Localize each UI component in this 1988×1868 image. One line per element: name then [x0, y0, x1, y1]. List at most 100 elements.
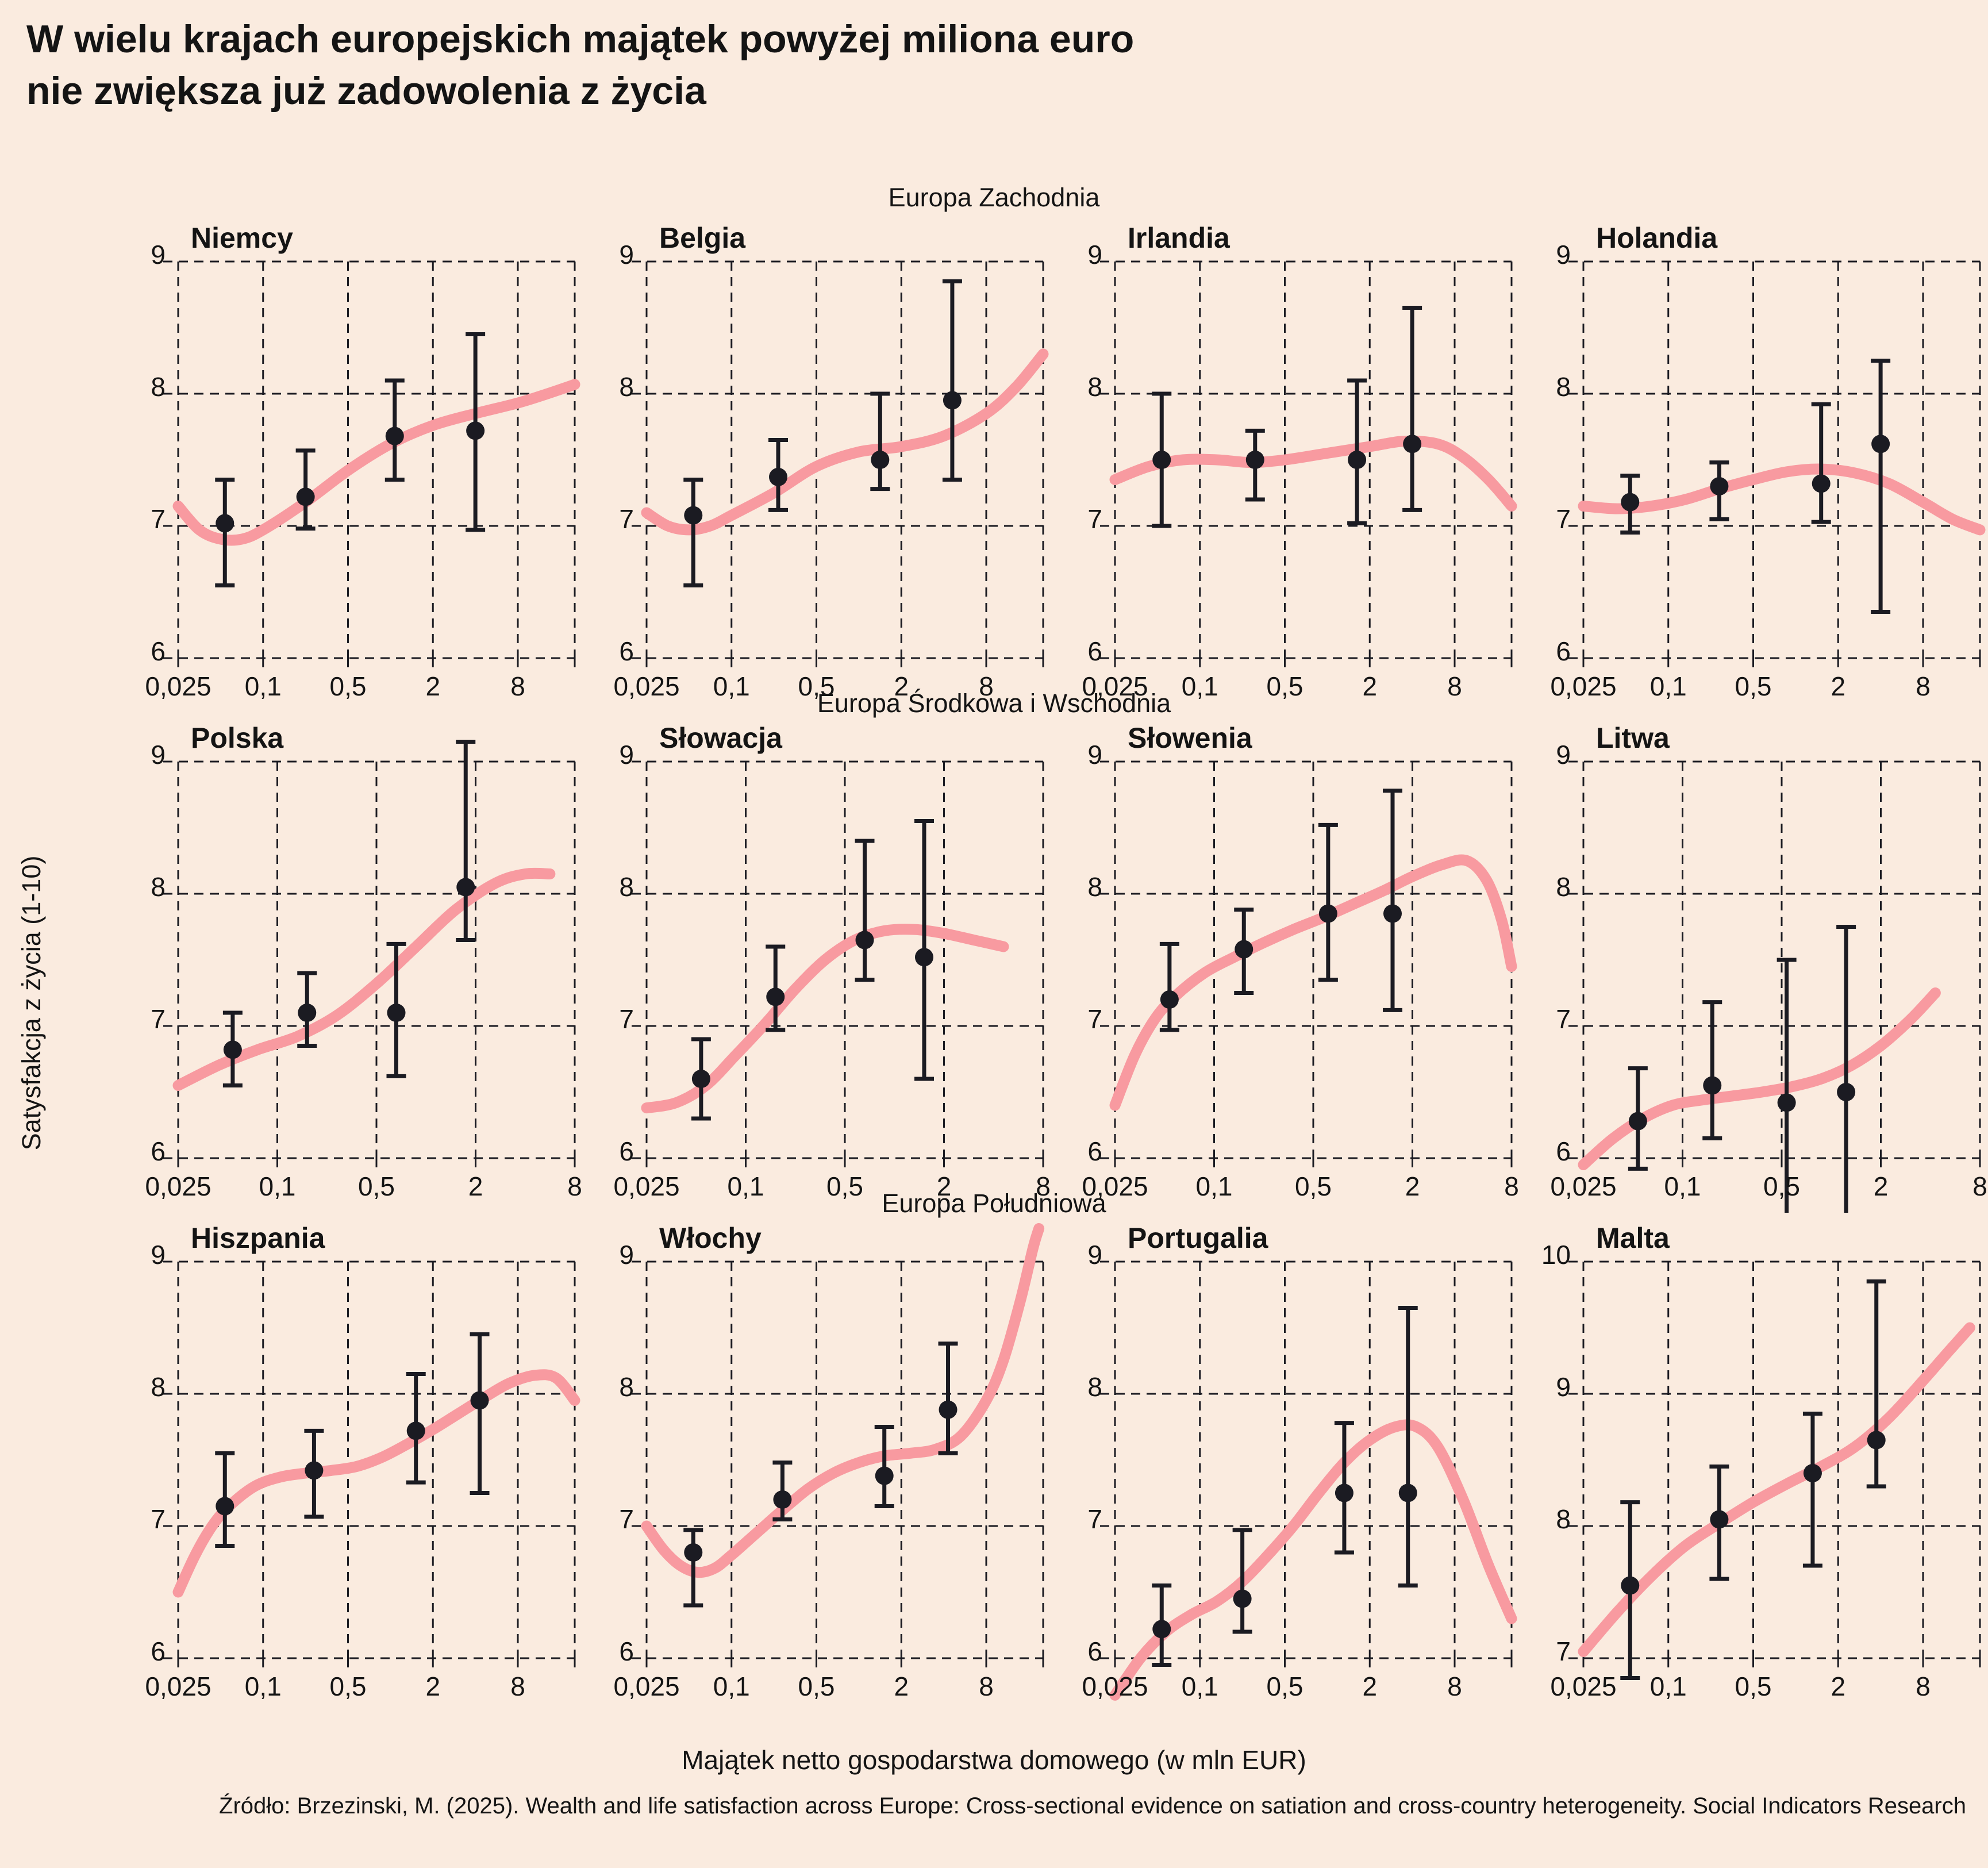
y-tick-labels: 9 8 7 6	[151, 1240, 166, 1666]
trend-curve-group	[1109, 436, 1517, 512]
svg-text:9: 9	[1087, 240, 1102, 270]
svg-text:2: 2	[425, 671, 440, 701]
trend-curve	[641, 1223, 1045, 1578]
panel-title: Belgia	[659, 222, 746, 254]
svg-text:0,5: 0,5	[330, 1671, 367, 1701]
panel-row-southern-europe: 9 8 7 6 0,025 0,1 0,5 2 8 Hiszpania 9 8 7 6 0,025 0,1 0,…	[115, 1221, 1988, 1713]
trend-curve	[172, 1369, 580, 1598]
svg-text:2: 2	[1831, 671, 1845, 701]
panel-row-central-eastern-europe: 9 8 7 6 0,025 0,1 0,5 2 8 Polska 9 8 7 6 0,025 0,1 0,5 2 8…	[115, 721, 1988, 1213]
svg-text:2: 2	[1362, 1671, 1377, 1701]
data-point	[1398, 1483, 1417, 1502]
svg-text:8: 8	[151, 372, 166, 402]
error-bar	[1318, 822, 1338, 982]
x-axis-label: Majątek netto gospodarstwa domowego (w m…	[682, 1745, 1306, 1775]
svg-text:0,025: 0,025	[1082, 671, 1148, 701]
error-bar	[1402, 306, 1422, 512]
x-tick-labels: 0,025 0,1 0,5 2 8	[613, 1171, 1050, 1201]
data-point	[466, 421, 485, 440]
data-point	[939, 1400, 958, 1419]
svg-text:6: 6	[1087, 1636, 1102, 1666]
data-point	[855, 931, 874, 950]
svg-text:9: 9	[151, 1240, 166, 1270]
panel-title: Hiszpania	[191, 1222, 326, 1254]
error-bar	[1866, 1279, 1886, 1489]
panel-slowacja: 9 8 7 6 0,025 0,1 0,5 2 8 Słowacja	[583, 721, 1052, 1213]
svg-text:7: 7	[151, 504, 166, 534]
chart-polska: 9 8 7 6 0,025 0,1 0,5 2 8 Polska	[145, 722, 582, 1201]
data-point	[1628, 1112, 1647, 1131]
error-bar	[942, 279, 962, 482]
data-point	[1348, 451, 1367, 469]
data-point	[871, 451, 890, 469]
trend-curve-group	[1578, 1322, 1975, 1657]
chart-irlandia: 9 8 7 6 0,025 0,1 0,5 2 8 Irlandia	[1082, 222, 1517, 701]
x-tick-labels: 0,025 0,1 0,5 2 8	[145, 671, 525, 701]
panel-niemcy: 9 8 7 6 0,025 0,1 0,5 2 8 Niemcy	[115, 221, 583, 713]
panel-malta: 10 9 8 7 0,025 0,1 0,5 2 8 Malta	[1520, 1221, 1988, 1713]
svg-text:8: 8	[1087, 872, 1102, 902]
page-title: W wielu krajach europejskich majątek pow…	[26, 14, 1134, 117]
svg-text:0,1: 0,1	[245, 671, 282, 701]
svg-text:8: 8	[1036, 1171, 1051, 1201]
data-point	[1621, 1576, 1640, 1595]
svg-text:2: 2	[894, 1671, 909, 1701]
x-tick-labels: 0,025 0,1 0,5 2 8	[613, 671, 993, 701]
y-tick-labels: 9 8 7 6	[1087, 1240, 1102, 1666]
data-points-group	[691, 819, 934, 1121]
x-tick-labels: 0,025 0,1 0,5 2 8	[1082, 1671, 1462, 1701]
svg-text:8: 8	[619, 872, 634, 902]
svg-text:7: 7	[1556, 1636, 1571, 1666]
data-points-group	[1152, 306, 1422, 528]
svg-text:9: 9	[1556, 740, 1571, 770]
data-point	[773, 1490, 792, 1509]
data-points-group	[1620, 1279, 1886, 1680]
svg-text:6: 6	[619, 636, 634, 666]
x-tick-labels: 0,025 0,1 0,5 2 8	[613, 1671, 993, 1701]
svg-text:0,025: 0,025	[145, 671, 211, 701]
data-points-group	[222, 740, 476, 1087]
data-point	[684, 1543, 703, 1562]
svg-text:8: 8	[1556, 1504, 1571, 1534]
data-point	[1777, 1093, 1796, 1112]
panel-title: Litwa	[1596, 722, 1670, 754]
data-point	[1812, 474, 1831, 493]
data-points-group	[1159, 789, 1402, 1032]
chart-holandia: 9 8 7 6 0,025 0,1 0,5 2 8 Holandia	[1550, 222, 1986, 701]
panel-portugalia: 9 8 7 6 0,025 0,1 0,5 2 8 Portugalia	[1052, 1221, 1520, 1713]
x-axis-ticks	[645, 1658, 1044, 1667]
data-point	[456, 878, 475, 897]
data-point	[387, 1004, 406, 1022]
data-point	[1160, 990, 1179, 1009]
svg-text:7: 7	[151, 1004, 166, 1034]
svg-text:7: 7	[619, 1004, 634, 1034]
section-header-central-eastern-europe: Europa Środkowa i Wschodnia	[817, 689, 1171, 718]
data-point	[1621, 493, 1640, 512]
trend-curve-group	[172, 867, 556, 1091]
data-point	[470, 1391, 489, 1410]
trend-curve-group	[1109, 1419, 1517, 1701]
x-tick-labels: 0,025 0,1 0,5 2 8	[1550, 1171, 1987, 1201]
svg-text:8: 8	[979, 671, 994, 701]
svg-text:6: 6	[151, 1136, 166, 1166]
trend-curve-group	[641, 1223, 1045, 1578]
x-tick-labels: 0,025 0,1 0,5 2 8	[1082, 1171, 1518, 1201]
data-point	[223, 1040, 242, 1059]
x-axis-ticks	[1114, 1658, 1513, 1667]
x-axis-ticks	[1114, 1158, 1513, 1167]
trend-curve-group	[641, 348, 1049, 536]
svg-text:7: 7	[1087, 504, 1102, 534]
data-point	[943, 391, 962, 410]
data-point	[1803, 1464, 1822, 1482]
data-point	[875, 1466, 894, 1485]
y-tick-labels: 9 8 7 6	[151, 240, 166, 666]
data-point	[1871, 435, 1890, 453]
panel-irlandia: 9 8 7 6 0,025 0,1 0,5 2 8 Irlandia	[1052, 221, 1520, 713]
x-tick-labels: 0,025 0,1 0,5 2 8	[1082, 671, 1462, 701]
svg-text:8: 8	[619, 372, 634, 402]
svg-text:0,5: 0,5	[798, 1671, 835, 1701]
data-point	[1867, 1431, 1886, 1450]
svg-text:0,5: 0,5	[1295, 1171, 1332, 1201]
svg-text:8: 8	[1087, 372, 1102, 402]
svg-text:0,1: 0,1	[728, 1171, 764, 1201]
